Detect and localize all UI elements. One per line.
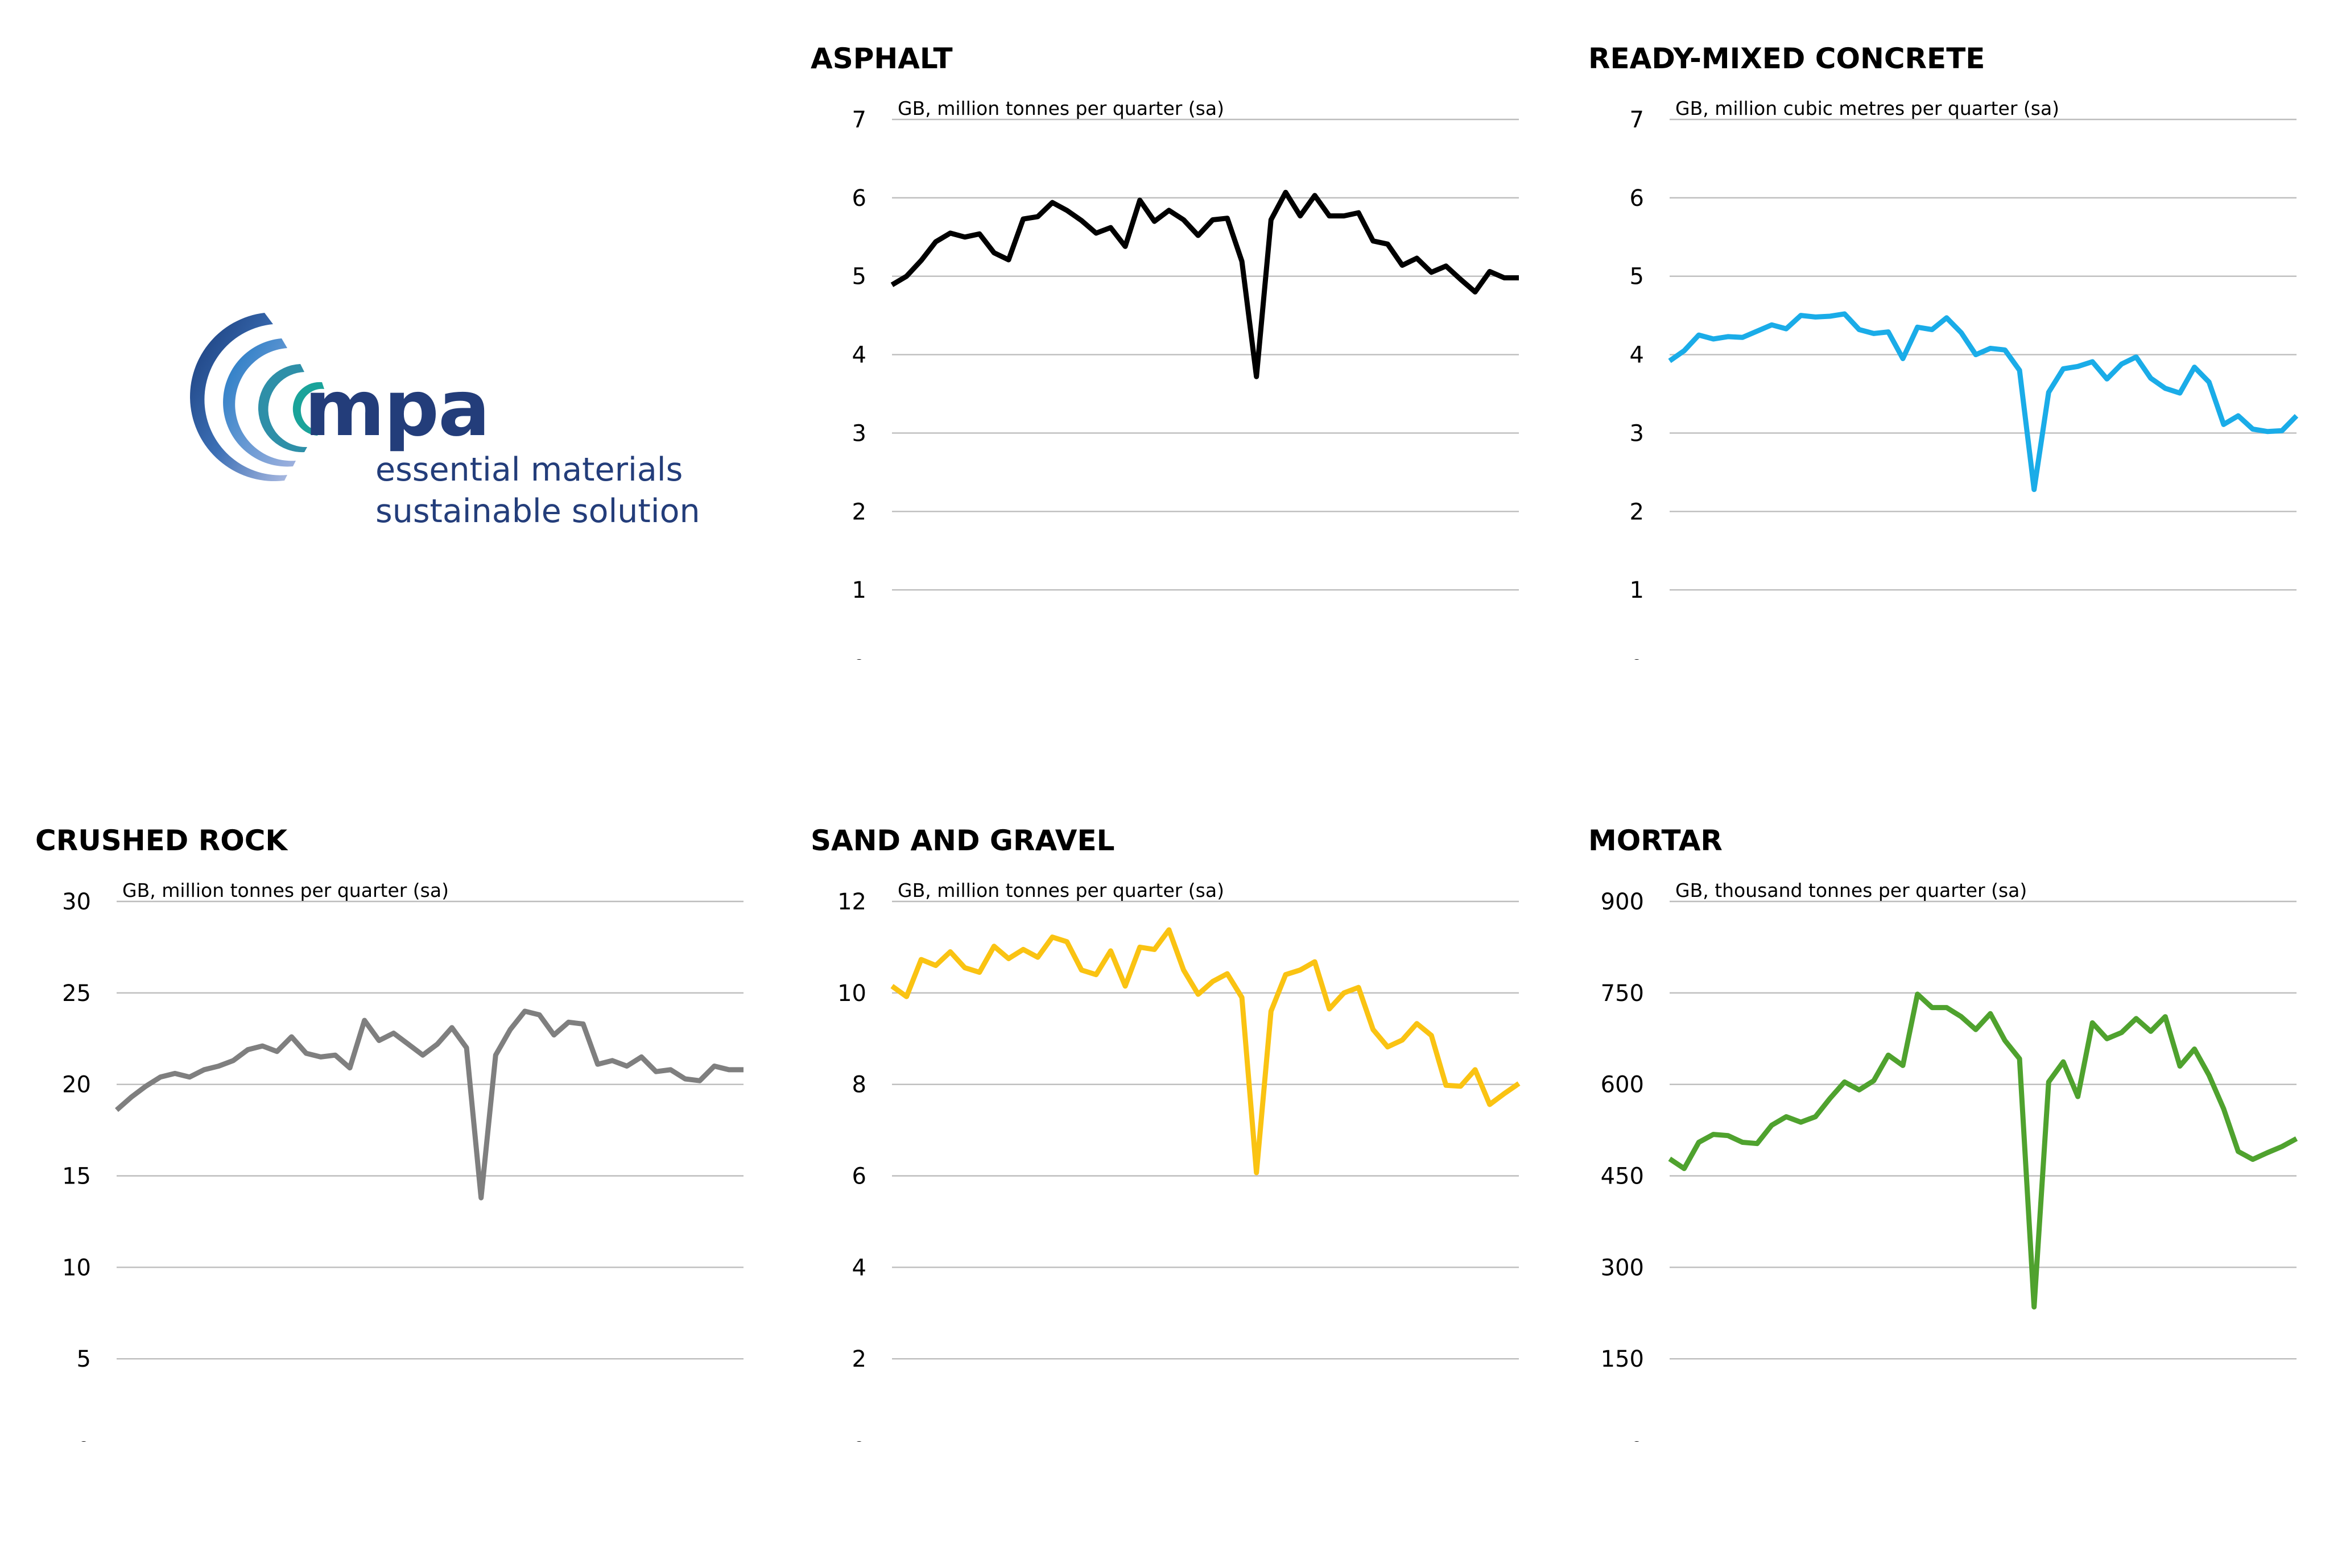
mortar-series-line	[1668, 991, 2298, 1310]
sand-and-gravel-y-tick-label: 0	[852, 1438, 866, 1442]
sand-and-gravel-y-tick-label: 8	[852, 1072, 866, 1098]
ready-mixed-concrete-svg: READY-MIXED CONCRETE 0 1 2 3 4 5 6 7 GB, million …	[1588, 42, 2299, 660]
asphalt-y-tick-label: 6	[852, 185, 866, 212]
sand-and-gravel-y-tick-label: 2	[852, 1346, 866, 1372]
ready-mixed-concrete-y-tick-label: 2	[1630, 499, 1644, 525]
logo-tagline-line-1: essential materials	[375, 451, 683, 489]
mortar-y-tick-label: 0	[1630, 1438, 1644, 1442]
asphalt-y-tick-label: 7	[852, 107, 866, 133]
asphalt-title: ASPHALT	[811, 42, 953, 75]
mortar-y-tick-label: 450	[1601, 1164, 1644, 1190]
asphalt-y-tick-label: 2	[852, 499, 866, 525]
chart-sand-and-gravel: SAND AND GRAVEL 0 2 4 6 8 10 12 GB, million tonn…	[807, 816, 1592, 1442]
asphalt-svg: ASPHALT 0 1 2 3 4 5 6 7 GB, million tonnes per qu…	[811, 42, 1519, 660]
asphalt-y-tick-label: 1	[852, 577, 866, 603]
chart-ready-mixed-concrete: READY-MIXED CONCRETE 0 1 2 3 4 5 6 7 GB, million …	[1584, 34, 2346, 660]
logo-wordmark: mpa	[304, 364, 489, 454]
asphalt-y-tick-label: 3	[852, 420, 866, 446]
mortar-svg: MORTAR 0 150 300 450 600 750 900 GB, thousand to…	[1588, 824, 2298, 1442]
sand-and-gravel-svg: SAND AND GRAVEL 0 2 4 6 8 10 12 GB, million tonn…	[811, 824, 1521, 1442]
mortar-y-tick-label: 300	[1601, 1255, 1644, 1281]
ready-mixed-concrete-y-tick-label: 7	[1630, 107, 1644, 133]
crushed-rock-y-tick-label: 0	[77, 1438, 91, 1442]
sand-and-gravel-title: SAND AND GRAVEL	[811, 824, 1114, 857]
crushed-rock-y-tick-label: 10	[62, 1255, 91, 1281]
sand-and-gravel-y-tick-label: 4	[852, 1255, 866, 1281]
ready-mixed-concrete-title: READY-MIXED CONCRETE	[1588, 42, 1985, 75]
crushed-rock-y-tick-label: 15	[62, 1164, 91, 1190]
asphalt-y-tick-label: 4	[852, 342, 866, 369]
crushed-rock-series-line	[115, 1008, 744, 1201]
asphalt-y-tick-label: 0	[852, 656, 866, 660]
sand-and-gravel-y-tick-label: 6	[852, 1164, 866, 1190]
asphalt-y-tick-label: 5	[852, 264, 866, 290]
ready-mixed-concrete-y-tick-label: 0	[1630, 656, 1644, 660]
crushed-rock-title: CRUSHED ROCK	[35, 824, 288, 857]
chart-asphalt: ASPHALT 0 1 2 3 4 5 6 7 GB, million tonnes per qu…	[807, 34, 1592, 660]
sand-and-gravel-series-line	[890, 927, 1521, 1176]
mortar-y-tick-label: 750	[1601, 980, 1644, 1007]
asphalt-unit-label: GB, million tonnes per quarter (sa)	[898, 97, 1224, 119]
mortar-y-tick-label: 900	[1601, 889, 1644, 915]
ready-mixed-concrete-y-tick-label: 1	[1630, 577, 1644, 603]
crushed-rock-y-tick-label: 30	[62, 889, 91, 915]
ready-mixed-concrete-y-tick-label: 6	[1630, 185, 1644, 212]
ready-mixed-concrete-series-line	[1668, 311, 2299, 493]
crushed-rock-y-tick-label: 25	[62, 980, 91, 1007]
mpa-logo: mpa essential materials sustainable solu…	[190, 313, 700, 530]
ready-mixed-concrete-y-tick-label: 4	[1630, 342, 1644, 369]
crushed-rock-y-tick-label: 5	[77, 1346, 91, 1372]
chart-crushed-rock: CRUSHED ROCK 0 5 10 15 20 25 30 GB, million tonn…	[31, 816, 816, 1442]
crushed-rock-y-tick-label: 20	[62, 1072, 91, 1098]
chart-mortar: MORTAR 0 150 300 450 600 750 900 GB, thousand to…	[1584, 816, 2346, 1442]
mortar-y-tick-label: 150	[1601, 1346, 1644, 1372]
mortar-title: MORTAR	[1588, 824, 1723, 857]
sand-and-gravel-y-tick-label: 12	[837, 889, 866, 915]
asphalt-series-line	[890, 189, 1519, 379]
logo-swoosh-icon	[190, 313, 324, 482]
ready-mixed-concrete-y-tick-label: 3	[1630, 420, 1644, 446]
crushed-rock-unit-label: GB, million tonnes per quarter (sa)	[122, 879, 449, 901]
ready-mixed-concrete-y-tick-label: 5	[1630, 264, 1644, 290]
mortar-y-tick-label: 600	[1601, 1072, 1644, 1098]
sand-and-gravel-unit-label: GB, million tonnes per quarter (sa)	[898, 879, 1224, 901]
ready-mixed-concrete-unit-label: GB, million cubic metres per quarter (sa…	[1675, 97, 2059, 119]
mortar-unit-label: GB, thousand tonnes per quarter (sa)	[1675, 879, 2027, 901]
crushed-rock-svg: CRUSHED ROCK 0 5 10 15 20 25 30 GB, million tonn…	[35, 824, 744, 1442]
logo-tagline-line-2: sustainable solutions	[375, 493, 700, 530]
sand-and-gravel-y-tick-label: 10	[837, 980, 866, 1007]
